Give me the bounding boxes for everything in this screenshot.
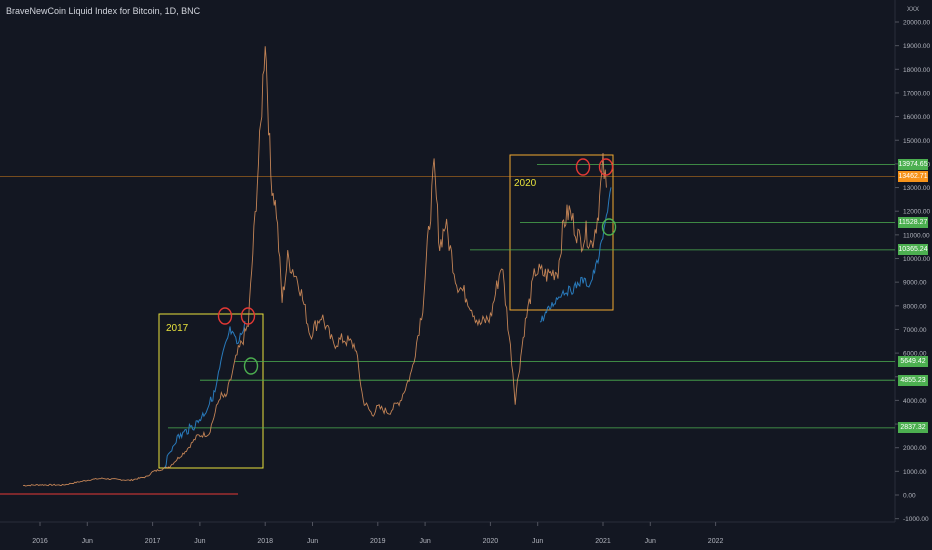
x-tick-label: 2016	[32, 538, 48, 545]
y-tick-label: 12000.00	[903, 209, 930, 216]
y-tick-label: 19000.00	[903, 43, 930, 50]
y-tick-label: 11000.00	[903, 232, 930, 239]
red-circle-marker	[217, 307, 233, 325]
y-tick-label: 1000.00	[903, 469, 927, 476]
x-tick-label: Jun	[419, 538, 430, 545]
y-tick-label: 8000.00	[903, 303, 927, 310]
y-tick-label: 9000.00	[903, 280, 927, 287]
box-label-2017: 2017	[166, 323, 189, 334]
x-tick-label: Jun	[532, 538, 543, 545]
level-price-label: 2837.32	[898, 422, 928, 434]
x-tick-label: 2020	[483, 538, 499, 545]
level-price-label: 4855.23	[898, 374, 928, 386]
x-tick-label: 2017	[145, 538, 161, 545]
y-tick-label: 10000.00	[903, 256, 930, 263]
y-tick-label: 17000.00	[903, 90, 930, 97]
x-tick-label: Jun	[82, 538, 93, 545]
red-circle-marker	[575, 158, 591, 176]
y-tick-label: 2000.00	[903, 445, 927, 452]
price-series-line	[23, 46, 607, 487]
x-tick-label: Jun	[307, 538, 318, 545]
level-price-label: 5649.42	[898, 355, 928, 367]
x-tick-label: Jun	[645, 538, 656, 545]
x-tick-label: Jun	[194, 538, 205, 545]
green-circle-marker	[243, 357, 259, 375]
projection-2017	[164, 320, 246, 468]
y-tick-label: 0.00	[903, 493, 916, 500]
projection-2020	[539, 187, 612, 323]
x-tick-label: 2019	[370, 538, 386, 545]
x-tick-label: 2022	[708, 538, 724, 545]
level-price-label: 11528.27	[898, 216, 928, 228]
red-circle-marker	[598, 158, 614, 176]
y-tick-label: 7000.00	[903, 327, 927, 334]
x-tick-label: 2021	[595, 538, 611, 545]
x-tick-label: 2018	[257, 538, 273, 545]
y-tick-label: -1000.00	[903, 516, 929, 523]
y-tick-label: 20000.00	[903, 20, 930, 27]
y-tick-label: 16000.00	[903, 114, 930, 121]
chart-title: BraveNewCoin Liquid Index for Bitcoin, 1…	[6, 6, 201, 16]
level-price-label: 10365.24	[898, 244, 928, 256]
y-tick-label: 13000.00	[903, 185, 930, 192]
box-label-2020: 2020	[514, 178, 537, 189]
red-circle-marker	[240, 307, 256, 325]
green-circle-marker	[601, 218, 617, 236]
current-price-label: 13462.71	[898, 171, 928, 183]
y-tick-label: 6000.00	[903, 351, 927, 358]
y-tick-label: 4000.00	[903, 398, 927, 405]
y-tick-label: 15000.00	[903, 138, 930, 145]
box-2017	[158, 313, 264, 469]
level-price-label: 13974.65	[898, 158, 928, 170]
currency-tag: XXX	[907, 7, 919, 13]
y-tick-label: 18000.00	[903, 67, 930, 74]
